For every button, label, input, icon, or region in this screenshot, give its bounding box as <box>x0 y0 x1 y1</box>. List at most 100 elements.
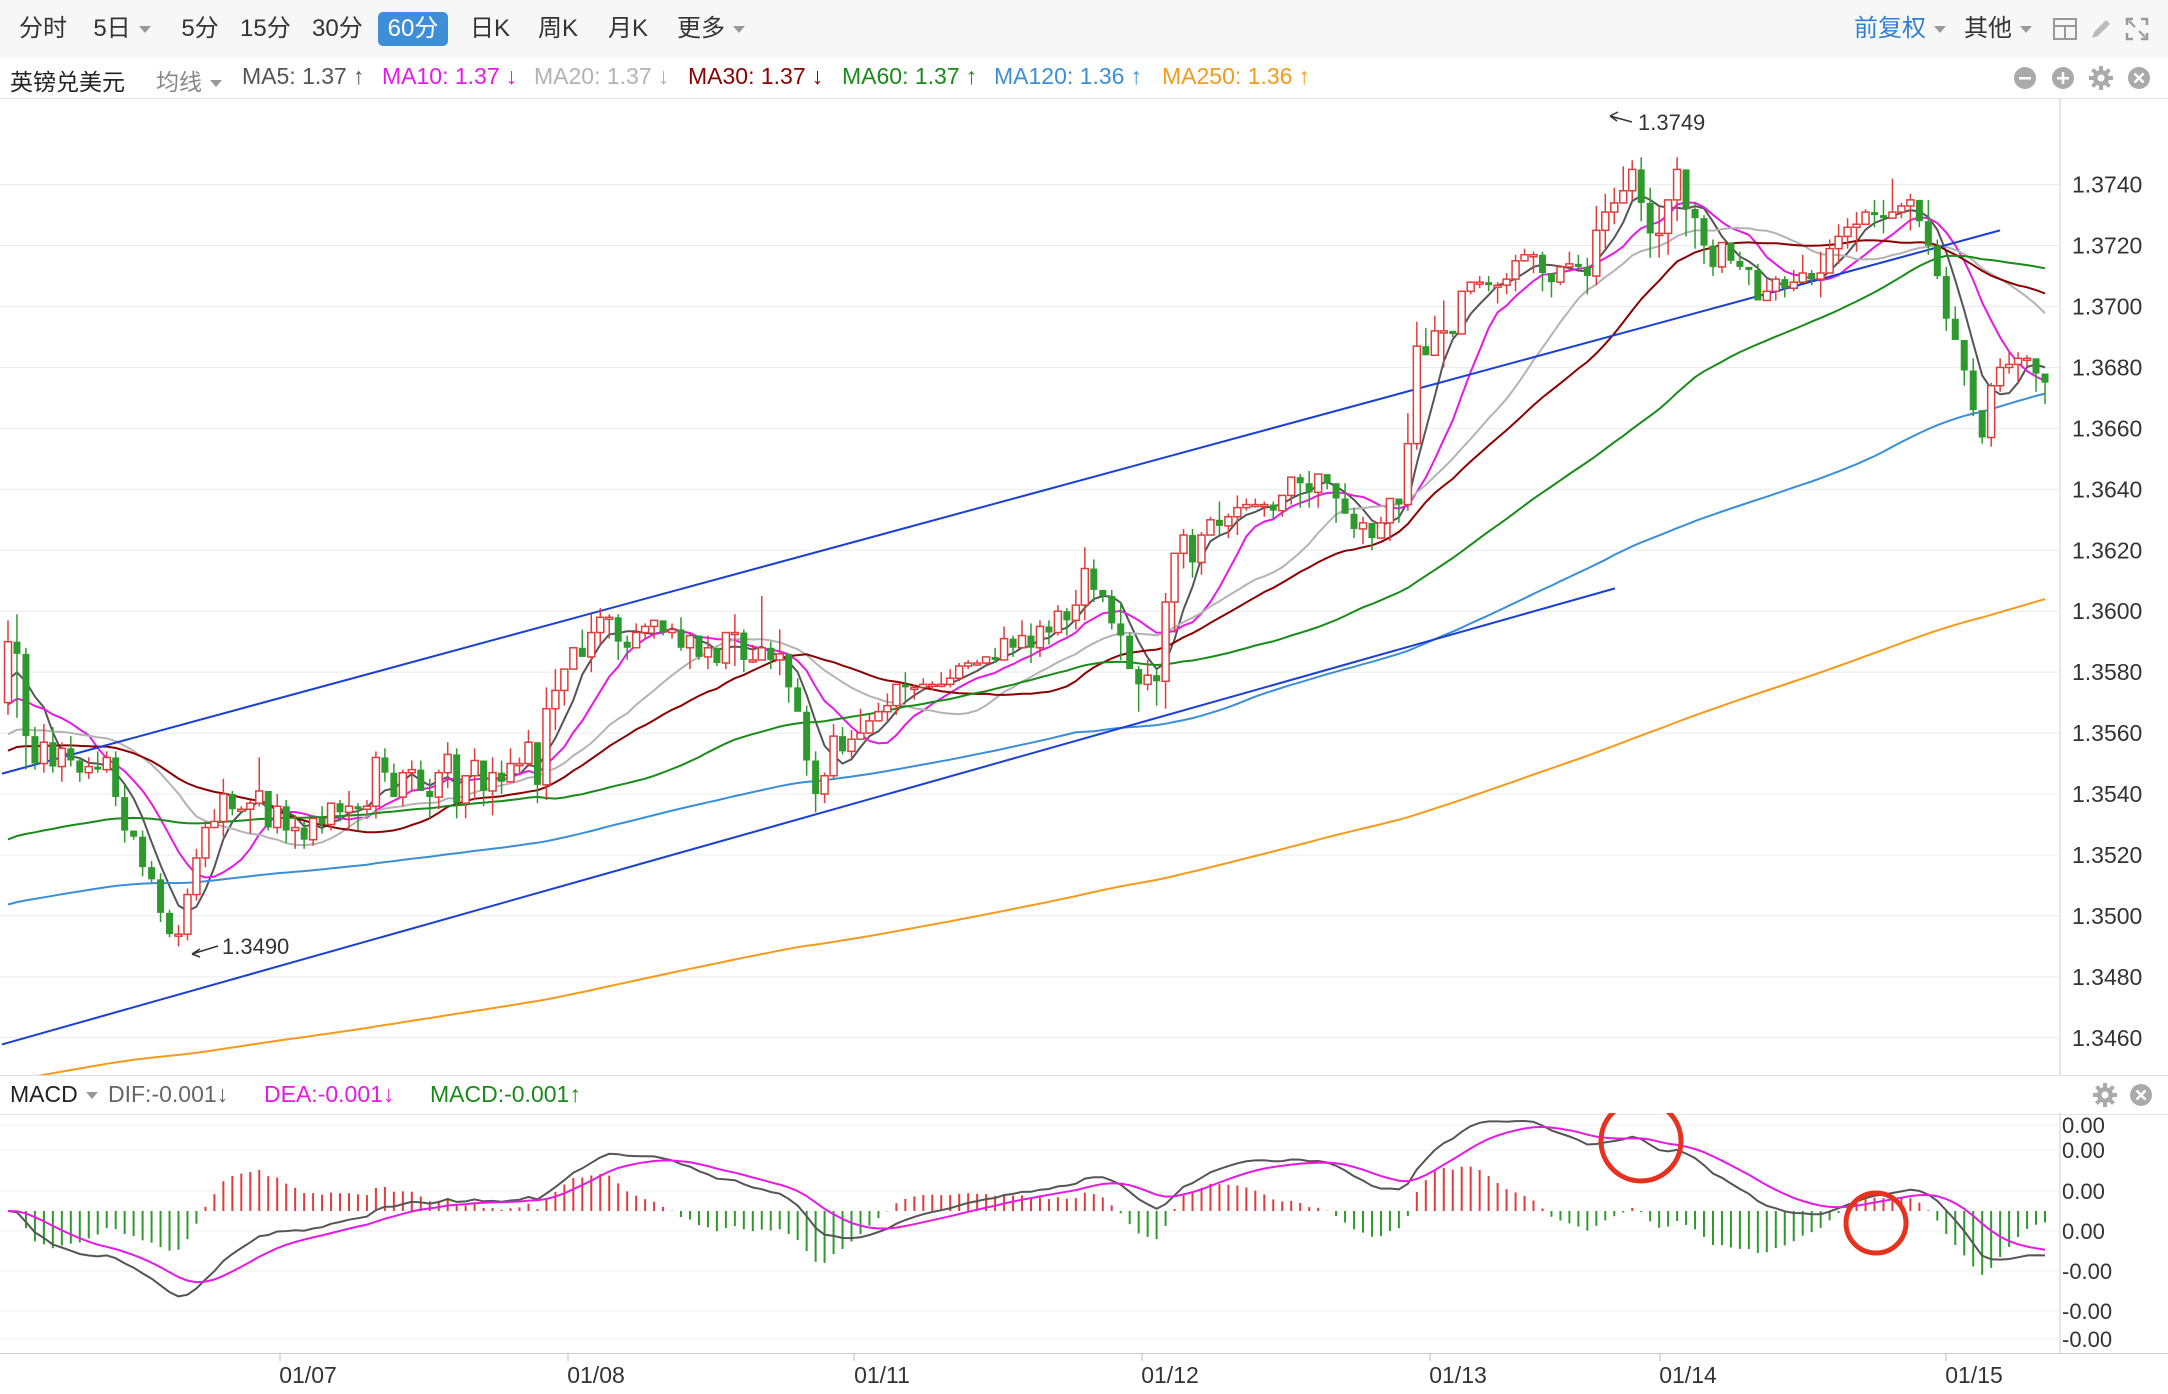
trend-line[interactable] <box>1 587 1616 1046</box>
period-toolbar: 分时 5日 5分 15分 30分 60分 日K 周K 月K 更多 前复权 其他 <box>0 0 2168 59</box>
candle <box>703 635 713 670</box>
candle <box>3 620 13 715</box>
period-tab-5day[interactable]: 5日 <box>84 12 160 46</box>
candle <box>1063 608 1071 636</box>
candle <box>13 614 21 718</box>
period-tab-15min[interactable]: 15分 <box>240 15 291 42</box>
price-axis-label: 1.3740 <box>2072 172 2142 198</box>
minimize-icon[interactable] <box>2012 65 2038 91</box>
macd-indicator-label: MACD <box>10 1081 78 1107</box>
candle <box>1242 498 1251 511</box>
period-tab-fenshi[interactable]: 分时 <box>19 15 67 42</box>
candle <box>1933 239 1941 280</box>
candle <box>1969 358 1977 417</box>
candle <box>685 632 695 670</box>
candle <box>748 644 758 664</box>
candle <box>972 659 982 667</box>
indicator-select[interactable]: 均线 <box>156 63 222 97</box>
candle <box>417 760 425 791</box>
candle <box>1403 413 1413 511</box>
highlight-circle <box>1843 1190 1909 1256</box>
add-icon[interactable] <box>2050 65 2076 91</box>
price-axis-label: 1.3720 <box>2072 233 2142 259</box>
price-axis-label: 1.3540 <box>2072 781 2142 807</box>
fullscreen-icon[interactable] <box>2122 14 2152 44</box>
candle <box>1915 199 1923 228</box>
candle <box>1323 474 1331 490</box>
macd-axis-label: -0.00 <box>2062 1299 2112 1324</box>
low-arrow-icon <box>191 945 219 958</box>
candle <box>390 763 398 798</box>
ma10-line <box>7 201 2046 879</box>
candle <box>121 784 129 843</box>
candle <box>1816 251 1825 298</box>
close-icon[interactable] <box>2128 1082 2154 1108</box>
candle <box>1143 659 1152 691</box>
candle <box>1529 251 1538 274</box>
candle <box>1682 169 1690 237</box>
candle <box>1395 498 1403 523</box>
candle <box>847 730 856 758</box>
dif-legend: DIF:-0.001↓ <box>108 1081 228 1108</box>
candle <box>1117 602 1125 660</box>
adjust-select[interactable]: 前复权 <box>1846 12 1950 46</box>
close-icon[interactable] <box>2126 65 2152 91</box>
date-axis-label: 01/13 <box>1429 1362 1487 1388</box>
other-menu[interactable]: 其他 <box>1956 12 2038 46</box>
trend-line[interactable] <box>1 229 2001 775</box>
candle <box>381 748 389 782</box>
candle <box>937 672 946 688</box>
candle <box>1888 178 1897 219</box>
ma60-label: MA60: 1.37 <box>842 63 960 89</box>
candle <box>300 821 308 849</box>
candle <box>1736 251 1744 270</box>
candle <box>1017 620 1027 649</box>
candle <box>892 683 901 715</box>
indicator-select-label: 均线 <box>156 69 202 95</box>
candle <box>1475 276 1484 289</box>
candle <box>94 751 102 773</box>
period-tab-weekly-k[interactable]: 周K <box>537 15 578 42</box>
candle <box>488 757 497 816</box>
ma250-legend: MA250: 1.36 ↑ <box>1162 63 1310 90</box>
period-tab-5min[interactable]: 5分 <box>181 15 219 42</box>
candle <box>533 742 541 804</box>
ma20-label: MA20: 1.37 <box>534 63 652 89</box>
chevron-down-icon <box>1934 26 1946 34</box>
candle <box>290 815 300 849</box>
date-axis-label: 01/14 <box>1659 1362 1717 1388</box>
candle <box>1090 559 1098 603</box>
draw-pen-icon[interactable] <box>2086 14 2116 44</box>
candle <box>1978 410 1986 444</box>
more-menu[interactable]: 更多 <box>668 12 754 46</box>
period-tab-60min[interactable]: 60分 <box>378 12 448 46</box>
candle <box>1565 251 1574 270</box>
period-tab-daily-k[interactable]: 日K <box>469 15 510 42</box>
candle <box>1745 266 1753 286</box>
gear-icon[interactable] <box>2088 65 2114 91</box>
candle <box>1879 199 1887 234</box>
period-tab-monthly-k[interactable]: 月K <box>607 15 648 42</box>
candle <box>219 778 228 837</box>
candlestick-chart[interactable]: 1.3740 1.3720 1.3700 1.3680 1.3660 1.3640 1.36… <box>0 98 2168 1075</box>
candle <box>1296 474 1304 508</box>
candle <box>856 708 865 740</box>
ma60-arrow: ↑ <box>965 63 978 89</box>
ma5-legend: MA5: 1.37 ↑ <box>242 63 364 90</box>
date-axis-label: 01/15 <box>1945 1362 2003 1388</box>
price-axis-label: 1.3620 <box>2072 537 2142 563</box>
macd-indicator-select[interactable]: MACD <box>10 1081 98 1108</box>
layout-icon[interactable] <box>2050 14 2080 44</box>
period-tab-30min[interactable]: 30分 <box>312 15 363 42</box>
candle <box>542 687 551 801</box>
candle <box>839 726 847 755</box>
gear-icon[interactable] <box>2092 1082 2118 1108</box>
candle <box>677 617 685 651</box>
candle <box>721 631 731 670</box>
candle <box>1269 501 1277 520</box>
macd-chart[interactable]: 0.000.000.000.00-0.00-0.00-0.00 <box>0 1113 2168 1353</box>
candle <box>1053 605 1063 636</box>
price-axis-label: 1.3480 <box>2072 964 2142 990</box>
ma30-arrow: ↓ <box>811 63 824 89</box>
candle <box>1924 199 1932 255</box>
